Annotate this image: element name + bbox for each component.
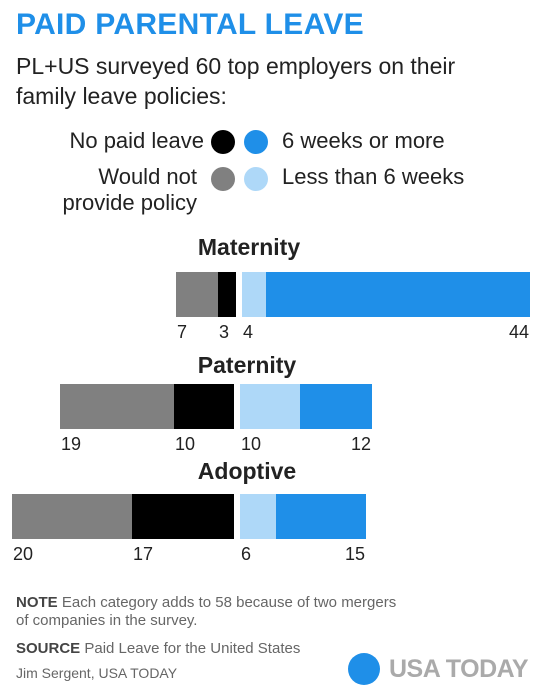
source-line: SOURCE Paid Leave for the United States: [16, 640, 300, 657]
value-label-paternity-no-paid-leave: 10: [175, 434, 195, 454]
legend-swatch-would-not: [211, 167, 235, 191]
bar-adoptive-no-paid-leave: [132, 494, 234, 539]
category-title-adoptive: Adoptive: [198, 458, 296, 484]
usa-today-logo: USA TODAY: [389, 655, 529, 683]
category-title-paternity: Paternity: [198, 352, 297, 378]
bar-maternity-less-than-6-weeks: [242, 272, 266, 317]
value-label-adoptive-6-weeks-or-more: 15: [345, 544, 365, 564]
note-text: Each category adds to 58 because of two …: [61, 594, 397, 611]
note-line-1: NOTE Each category adds to 58 because of…: [16, 594, 396, 611]
value-label-paternity-6-weeks-or-more: 12: [351, 434, 371, 454]
legend-label-would-not-line-1: Would not: [98, 164, 197, 189]
legend-label-no-paid-leave: No paid leave: [69, 128, 204, 153]
bar-paternity-would-not-provide-policy: [60, 384, 174, 429]
legend-label-would-not-line-2: provide policy: [62, 190, 197, 215]
note-label: NOTE: [16, 594, 58, 611]
legend-label-six-weeks-or-more: 6 weeks or more: [282, 128, 445, 153]
value-label-maternity-no-paid-leave: 3: [219, 322, 229, 342]
value-label-maternity-less-than-6-weeks: 4: [243, 322, 253, 342]
legend-label-less-than-six-weeks: Less than 6 weeks: [282, 164, 465, 189]
bar-adoptive-6-weeks-or-more: [276, 494, 366, 539]
value-label-maternity-6-weeks-or-more: 44: [509, 322, 529, 342]
bar-paternity-6-weeks-or-more: [300, 384, 372, 429]
bar-maternity-no-paid-leave: [218, 272, 236, 317]
legend-swatch-no-paid-leave: [211, 130, 235, 154]
usa-today-logo-dot: [348, 653, 380, 685]
bar-adoptive-would-not-provide-policy: [12, 494, 132, 539]
legend-swatch-six-weeks-or-more: [244, 130, 268, 154]
source-text: Paid Leave for the United States: [84, 640, 301, 657]
page-title: PAID PARENTAL LEAVE: [16, 8, 364, 41]
value-label-adoptive-would-not-provide-policy: 20: [13, 544, 33, 564]
source-label: SOURCE: [16, 640, 81, 657]
bar-paternity-less-than-6-weeks: [240, 384, 300, 429]
bar-maternity-would-not-provide-policy: [176, 272, 218, 317]
bar-maternity-6-weeks-or-more: [266, 272, 530, 317]
credit: Jim Sergent, USA TODAY: [16, 665, 178, 681]
bar-adoptive-less-than-6-weeks: [240, 494, 276, 539]
value-label-adoptive-no-paid-leave: 17: [133, 544, 153, 564]
value-label-maternity-would-not-provide-policy: 7: [177, 322, 187, 342]
subtitle-line-2: family leave policies:: [16, 83, 227, 109]
note-line-2: of companies in the survey.: [16, 612, 198, 629]
bar-paternity-no-paid-leave: [174, 384, 234, 429]
value-label-paternity-would-not-provide-policy: 19: [61, 434, 81, 454]
category-title-maternity: Maternity: [198, 234, 300, 260]
legend-swatch-less-than-six-weeks: [244, 167, 268, 191]
subtitle-line-1: PL+US surveyed 60 top employers on their: [16, 53, 456, 79]
value-label-adoptive-less-than-6-weeks: 6: [241, 544, 251, 564]
value-label-paternity-less-than-6-weeks: 10: [241, 434, 261, 454]
